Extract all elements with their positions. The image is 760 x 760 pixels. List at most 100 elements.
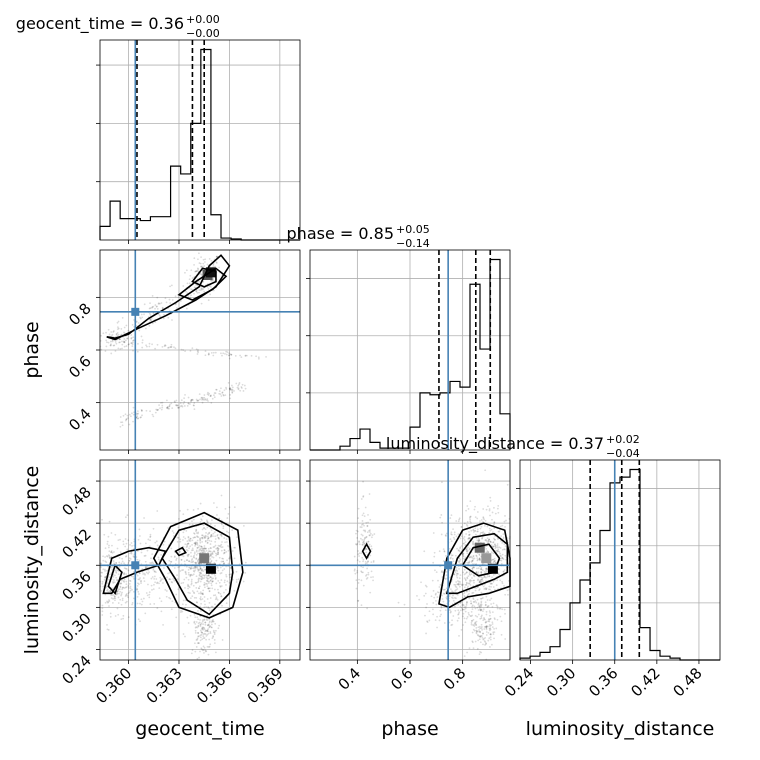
sample-point [193, 263, 195, 266]
panel-title-phase: phase = 0.85 +0.05−0.14 [287, 223, 430, 250]
sample-point [190, 561, 193, 563]
sample-point [178, 565, 181, 568]
sample-point [362, 480, 364, 483]
sample-point [139, 317, 142, 320]
sample-point [136, 558, 139, 561]
sample-point [210, 286, 212, 288]
sample-point [353, 555, 356, 558]
sample-point [423, 594, 426, 597]
sample-point [479, 531, 482, 534]
sample-point [122, 543, 125, 546]
sample-point [360, 533, 363, 536]
sample-point [197, 536, 200, 538]
sample-point [479, 608, 481, 611]
sample-point [196, 544, 199, 546]
sample-point [222, 560, 224, 563]
sample-point [151, 576, 154, 578]
sample-point [448, 547, 451, 550]
sample-point [229, 387, 232, 389]
sample-point [365, 536, 368, 539]
sample-point [126, 337, 129, 340]
sample-point [478, 605, 481, 608]
sample-point [199, 541, 202, 544]
sample-point [195, 601, 198, 604]
sample-point [207, 577, 210, 580]
sample-point [435, 599, 437, 602]
sample-point [198, 280, 201, 283]
sample-point [182, 569, 185, 571]
sample-point [140, 551, 143, 554]
sample-point [187, 542, 190, 545]
sample-point [479, 578, 482, 581]
sample-point [197, 546, 200, 549]
sample-point [194, 561, 197, 564]
sample-point [478, 579, 481, 582]
sample-point [130, 334, 133, 336]
sample-point [113, 551, 115, 553]
sample-point [110, 335, 113, 337]
sample-point [190, 399, 193, 401]
sample-point [504, 526, 506, 528]
sample-point [196, 637, 199, 640]
sample-point [122, 617, 125, 620]
sample-point [164, 344, 166, 347]
sample-point [480, 608, 483, 611]
sample-point [207, 394, 210, 396]
sample-point [196, 565, 199, 568]
sample-point [488, 637, 491, 640]
sample-point [214, 544, 217, 547]
sample-point [168, 578, 171, 580]
sample-point [478, 581, 481, 584]
sample-point [462, 542, 465, 545]
sample-point [199, 539, 201, 542]
histogram-luminosity_distance [519, 468, 720, 661]
sample-point [212, 580, 214, 582]
sample-point [208, 609, 211, 612]
sample-point [196, 353, 199, 355]
sample-point [161, 582, 164, 584]
sample-point [206, 522, 209, 525]
sample-point [360, 552, 363, 555]
sample-point [149, 539, 151, 542]
sample-point [480, 597, 483, 600]
sample-point [197, 570, 200, 572]
sample-point [124, 538, 127, 540]
sample-point [197, 531, 200, 534]
sample-point [109, 612, 112, 615]
sample-point [448, 593, 451, 596]
sample-point [230, 388, 232, 391]
sample-point [466, 505, 469, 507]
sample-point [170, 547, 173, 550]
sample-point [194, 543, 197, 546]
sample-point [131, 323, 134, 326]
sample-point [203, 550, 206, 553]
sample-point [132, 339, 135, 342]
sample-point [502, 558, 505, 560]
sample-point [360, 526, 363, 529]
sample-point [152, 568, 155, 571]
sample-point [501, 582, 504, 585]
sample-point [136, 584, 139, 587]
sample-point [203, 545, 206, 547]
sample-point [135, 320, 138, 323]
sample-point [215, 553, 218, 556]
sample-point [488, 575, 491, 578]
sample-point [153, 570, 156, 572]
sample-point [490, 582, 493, 585]
x-axis-label-phase: phase [381, 718, 438, 740]
sample-point [101, 582, 104, 585]
sample-point [165, 590, 168, 592]
sample-point [139, 620, 141, 623]
sample-point [124, 419, 127, 422]
sample-point [129, 589, 132, 592]
sample-point [426, 621, 429, 624]
sample-point [200, 265, 202, 268]
sample-point [141, 409, 143, 412]
sample-point [493, 627, 495, 630]
sample-point [195, 575, 198, 578]
sample-point [108, 555, 111, 557]
sample-point [476, 567, 478, 570]
sample-point [112, 581, 114, 583]
sample-point [493, 560, 496, 563]
sample-point [462, 593, 464, 595]
